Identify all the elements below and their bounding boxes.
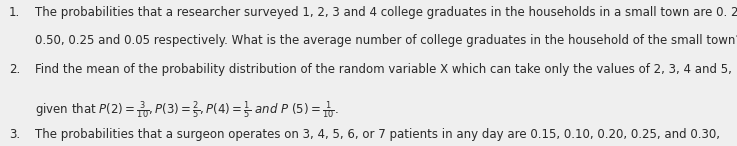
Text: 1.: 1. — [9, 6, 20, 19]
Text: 2.: 2. — [9, 63, 20, 76]
Text: The probabilities that a surgeon operates on 3, 4, 5, 6, or 7 patients in any da: The probabilities that a surgeon operate… — [35, 128, 720, 141]
Text: The probabilities that a researcher surveyed 1, 2, 3 and 4 college graduates in : The probabilities that a researcher surv… — [35, 6, 737, 19]
Text: given that $P(2) = \frac{3}{10}$$, P(3) = \frac{2}{5}$$, P(4) = \frac{1}{5}$$ \ : given that $P(2) = \frac{3}{10}$$, P(3) … — [35, 99, 339, 121]
Text: 3.: 3. — [9, 128, 20, 141]
Text: Find the mean of the probability distribution of the random variable X which can: Find the mean of the probability distrib… — [35, 63, 733, 76]
Text: 0.50, 0.25 and 0.05 respectively. What is the average number of college graduate: 0.50, 0.25 and 0.05 respectively. What i… — [35, 34, 737, 47]
